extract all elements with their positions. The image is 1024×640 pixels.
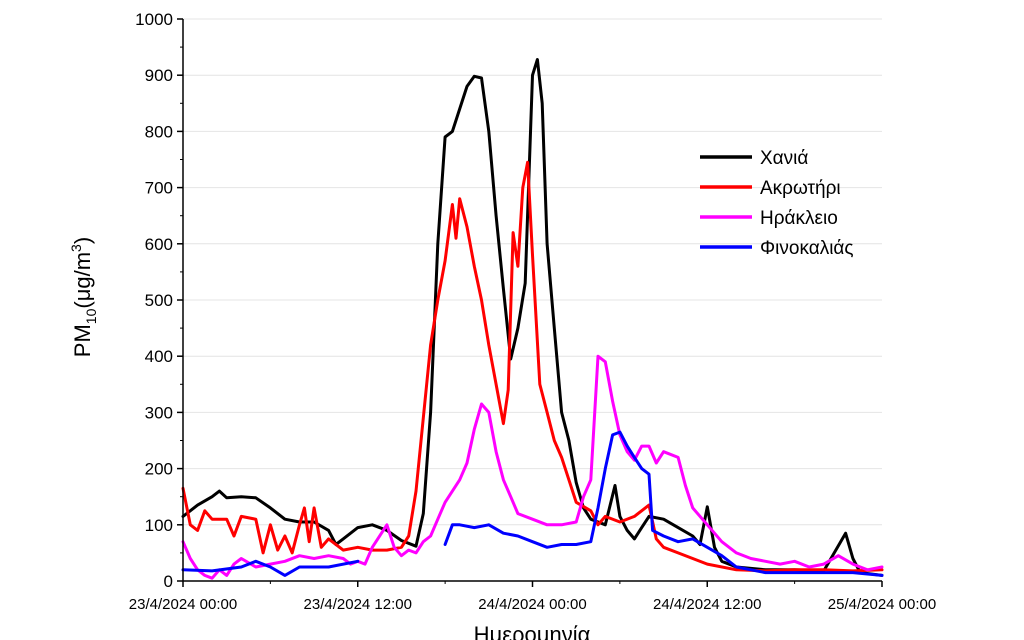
x-tick-label: 24/4/2024 12:00 <box>653 596 761 613</box>
x-tick-label: 23/4/2024 00:00 <box>129 596 237 613</box>
legend: Χανιά Ακρωτήρι Ηράκλειο Φινοκαλιάς <box>700 148 854 259</box>
y-tick-label: 200 <box>145 460 173 479</box>
y-tick-label: 900 <box>145 66 173 85</box>
y-axis-title: PM10(μg/m3) <box>68 237 99 357</box>
y-tick-labels: 0 100 200 300 400 500 600 700 800 900 1000 <box>135 10 173 591</box>
series-line-4 <box>181 430 884 577</box>
legend-label: Φινοκαλιάς <box>760 238 854 259</box>
y-tick-label: 500 <box>145 291 173 310</box>
y-tick-label: 600 <box>145 235 173 254</box>
axes <box>177 18 883 587</box>
y-tick-label: 300 <box>145 403 173 422</box>
x-tick-labels: 23/4/2024 00:00 23/4/2024 12:00 24/4/2024 … <box>129 596 936 613</box>
x-tick-label: 24/4/2024 00:00 <box>478 596 586 613</box>
series-line-1 <box>181 58 884 577</box>
series-lines <box>181 58 884 580</box>
y-axis-title-superscript: 3 <box>68 244 84 252</box>
y-tick-label: 1000 <box>135 10 173 29</box>
x-tick-label: 25/4/2024 00:00 <box>828 596 936 613</box>
y-tick-label: 100 <box>145 516 173 535</box>
y-axis-title-subscript: 10 <box>83 308 99 324</box>
y-tick-label: 700 <box>145 179 173 198</box>
y-tick-label: 0 <box>164 572 173 591</box>
series-line-2 <box>181 160 884 573</box>
x-axis-title: Ημερομηνία <box>474 622 591 640</box>
legend-label: Ηράκλειο <box>760 208 838 229</box>
y-tick-label: 400 <box>145 347 173 366</box>
series-line-3 <box>181 354 884 580</box>
legend-label: Χανιά <box>760 148 808 169</box>
x-tick-label: 23/4/2024 12:00 <box>304 596 412 613</box>
y-tick-label: 800 <box>145 122 173 141</box>
legend-label: Ακρωτήρι <box>760 178 841 199</box>
